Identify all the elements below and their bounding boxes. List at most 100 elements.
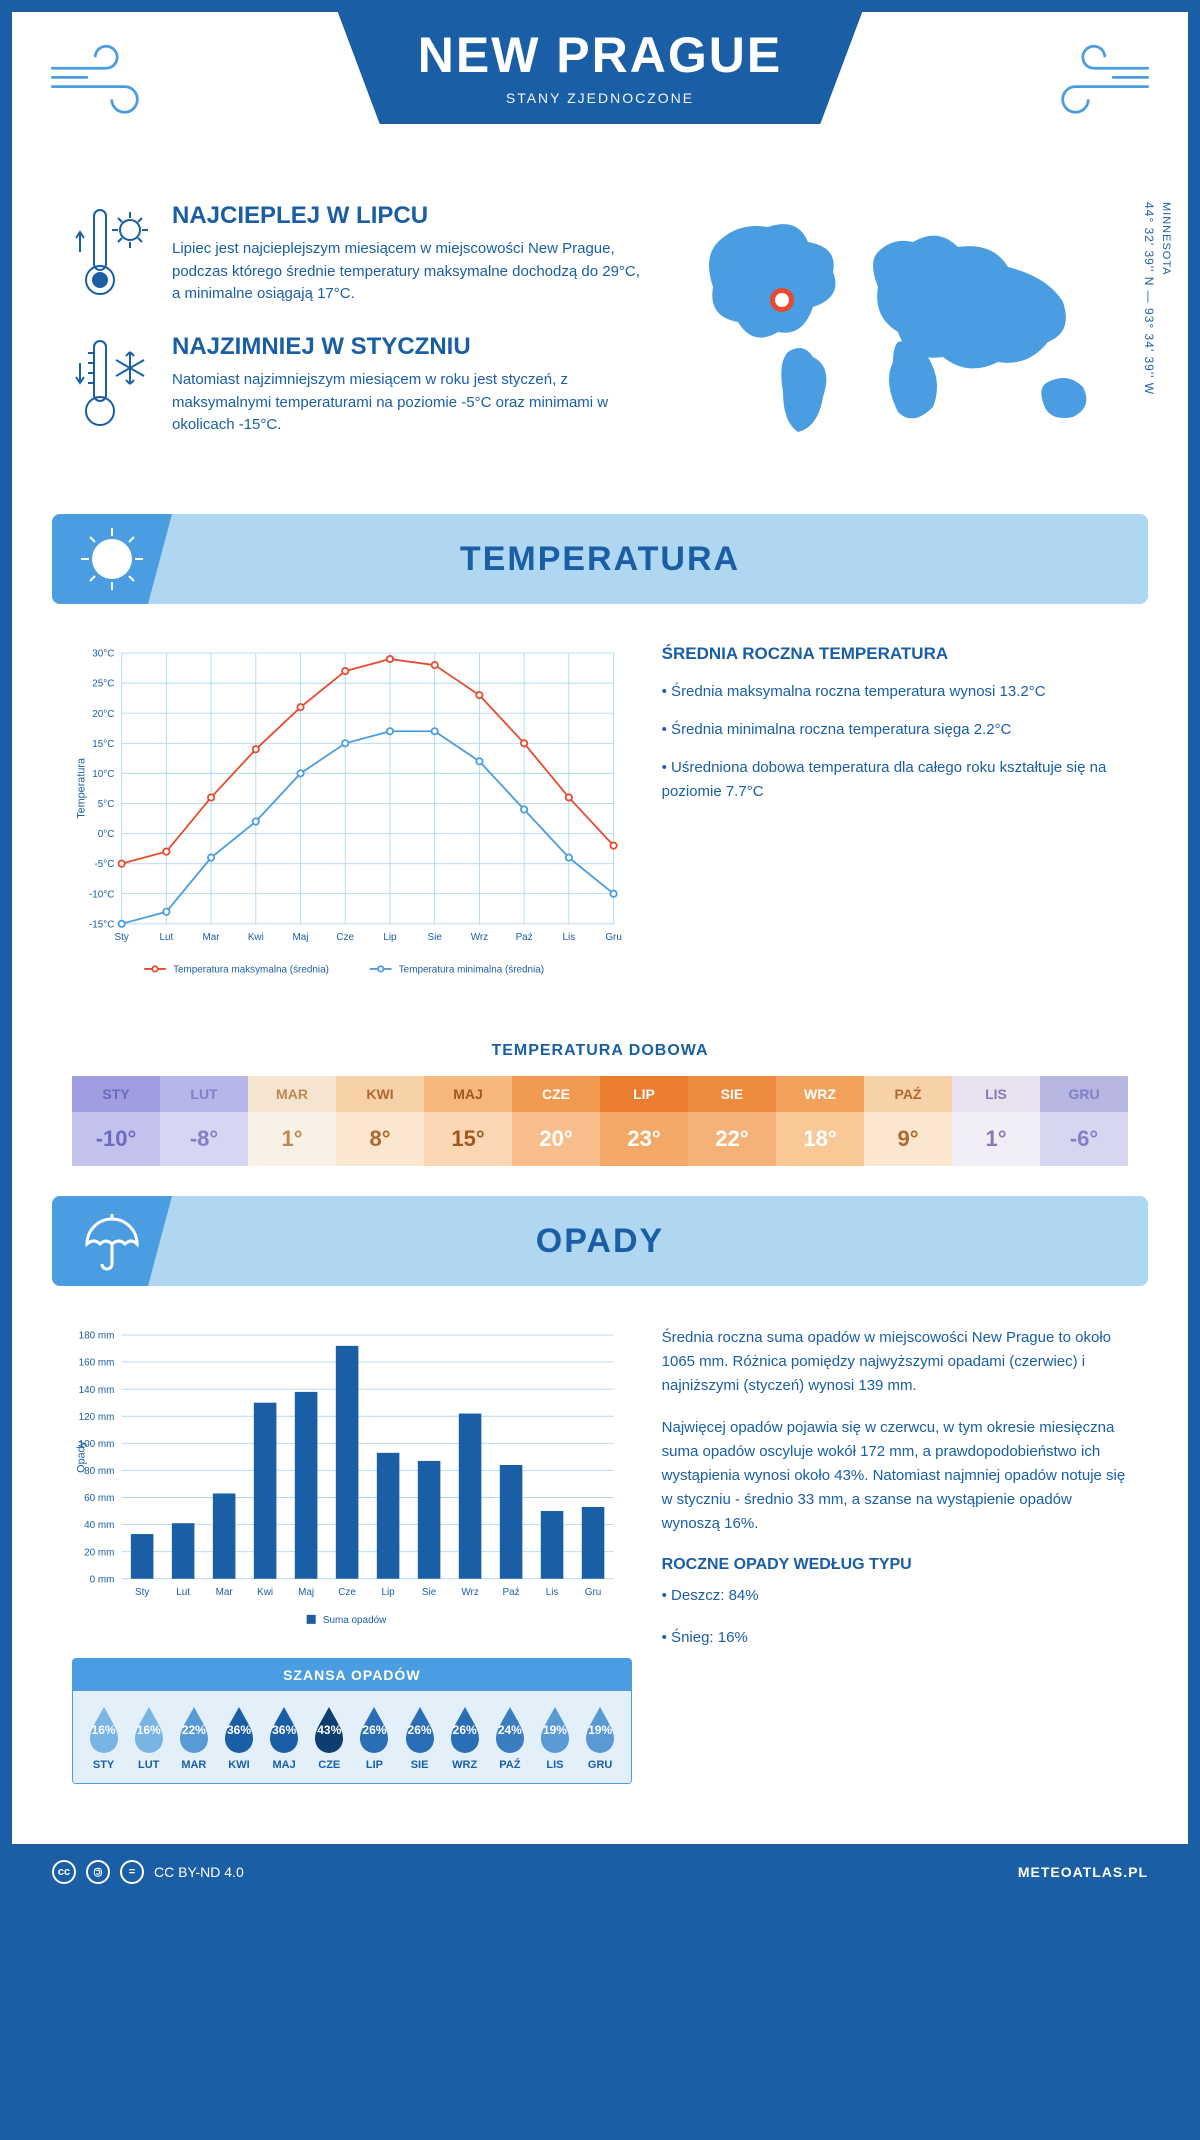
daily-month-label: LIP: [600, 1076, 688, 1112]
nd-icon: =: [120, 1860, 144, 1884]
chance-cell: 22% MAR: [171, 1703, 216, 1771]
coldest-title: NAJZIMNIEJ W STYCZNIU: [172, 333, 648, 361]
svg-text:120 mm: 120 mm: [79, 1412, 115, 1423]
svg-text:Mar: Mar: [203, 932, 221, 943]
daily-month-label: MAR: [248, 1076, 336, 1112]
svg-text:Kwi: Kwi: [248, 932, 264, 943]
by-icon: 🄯: [86, 1860, 110, 1884]
chance-title: SZANSA OPADÓW: [73, 1659, 631, 1691]
warmest-title: NAJCIEPLEJ W LIPCU: [172, 202, 648, 230]
raindrop-icon: 19%: [535, 1703, 575, 1753]
svg-text:Lis: Lis: [563, 932, 576, 943]
raindrop-icon: 36%: [219, 1703, 259, 1753]
chance-cell: 36%KWI: [216, 1703, 261, 1771]
chance-cell: 19%LIS: [532, 1703, 577, 1771]
daily-col: MAJ15°: [424, 1076, 512, 1166]
header: NEW PRAGUE STANY ZJEDNOCZONE: [12, 12, 1188, 192]
daily-temp-value: 8°: [336, 1112, 424, 1166]
svg-text:Sie: Sie: [422, 1587, 437, 1598]
precipitation-title: OPADY: [536, 1222, 664, 1261]
svg-text:Lip: Lip: [381, 1587, 395, 1598]
daily-temp-value: 20°: [512, 1112, 600, 1166]
svg-text:80 mm: 80 mm: [84, 1466, 114, 1477]
svg-text:Kwi: Kwi: [257, 1587, 273, 1598]
coldest-text: Natomiast najzimniejszym miesiącem w rok…: [172, 369, 648, 437]
raindrop-icon: 19%: [580, 1703, 620, 1753]
raindrop-icon: 22%: [174, 1703, 214, 1753]
chance-cell: 24%PAŹ: [487, 1703, 532, 1771]
temperature-title: TEMPERATURA: [460, 540, 740, 579]
header-banner: NEW PRAGUE STANY ZJEDNOCZONE: [338, 12, 862, 124]
chance-month-label: SIE: [397, 1759, 442, 1771]
location-marker-icon: [770, 288, 794, 312]
svg-text:25°C: 25°C: [92, 679, 114, 690]
svg-text:Maj: Maj: [298, 1587, 314, 1598]
chance-month-label: LIP: [352, 1759, 397, 1771]
chance-month-label: LUT: [126, 1759, 171, 1771]
state-label: MINNESOTA: [1160, 202, 1172, 276]
precip-rain: • Deszcz: 84%: [662, 1584, 1128, 1608]
daily-col: CZE20°: [512, 1076, 600, 1166]
svg-text:5°C: 5°C: [98, 799, 115, 810]
daily-col: STY-10°: [72, 1076, 160, 1166]
svg-text:Paź: Paź: [516, 932, 533, 943]
daily-month-label: LIS: [952, 1076, 1040, 1112]
precip-by-type-title: ROCZNE OPADY WEDŁUG TYPU: [662, 1556, 1128, 1574]
daily-month-label: MAJ: [424, 1076, 512, 1112]
cc-icon: cc: [52, 1860, 76, 1884]
license-text: CC BY-ND 4.0: [154, 1864, 244, 1880]
precipitation-chance-table: SZANSA OPADÓW 16%STY16%LUT22% MAR36%KWI36…: [72, 1658, 632, 1784]
svg-text:160 mm: 160 mm: [79, 1358, 115, 1369]
chance-cell: 43% CZE: [307, 1703, 352, 1771]
svg-text:-15°C: -15°C: [89, 919, 114, 930]
daily-month-label: SIE: [688, 1076, 776, 1112]
chance-month-label: MAR: [171, 1759, 216, 1771]
svg-text:Mar: Mar: [216, 1587, 234, 1598]
svg-text:Paź: Paź: [503, 1587, 520, 1598]
svg-text:Temperatura: Temperatura: [76, 757, 88, 819]
svg-text:Opady: Opady: [76, 1440, 88, 1472]
svg-text:Sty: Sty: [135, 1587, 149, 1598]
svg-text:Wrz: Wrz: [471, 932, 488, 943]
precipitation-banner: OPADY: [52, 1196, 1148, 1286]
precipitation-chart: 0 mm20 mm40 mm60 mm80 mm100 mm120 mm140 …: [72, 1326, 632, 1638]
chance-month-label: STY: [81, 1759, 126, 1771]
raindrop-icon: 43%: [309, 1703, 349, 1753]
daily-temp-value: 9°: [864, 1112, 952, 1166]
chance-cell: 16%LUT: [126, 1703, 171, 1771]
annual-temp-p3: • Uśredniona dobowa temperatura dla całe…: [662, 756, 1128, 804]
daily-month-label: GRU: [1040, 1076, 1128, 1112]
chance-month-label: GRU: [578, 1759, 623, 1771]
daily-col: GRU-6°: [1040, 1076, 1128, 1166]
temperature-banner: TEMPERATURA: [52, 514, 1148, 604]
svg-text:-5°C: -5°C: [94, 859, 114, 870]
svg-text:Gru: Gru: [585, 1587, 602, 1598]
warmest-text: Lipiec jest najcieplejszym miesiącem w m…: [172, 238, 648, 306]
daily-month-label: CZE: [512, 1076, 600, 1112]
coldest-block: NAJZIMNIEJ W STYCZNIU Natomiast najzimni…: [72, 333, 648, 438]
daily-temp-value: 1°: [248, 1112, 336, 1166]
svg-text:Sty: Sty: [114, 932, 128, 943]
chance-month-label: CZE: [307, 1759, 352, 1771]
annual-temp-title: ŚREDNIA ROCZNA TEMPERATURA: [662, 644, 1128, 664]
intro-section: NAJCIEPLEJ W LIPCU Lipiec jest najcieple…: [12, 192, 1188, 494]
wind-icon: [42, 42, 152, 122]
chance-cell: 19% GRU: [578, 1703, 623, 1771]
daily-col: MAR1°: [248, 1076, 336, 1166]
temperature-chart: -15°C-10°C-5°C0°C5°C10°C15°C20°C25°C30°C…: [72, 644, 632, 992]
svg-text:Lut: Lut: [159, 932, 173, 943]
svg-text:Lip: Lip: [383, 932, 397, 943]
svg-text:Wrz: Wrz: [461, 1587, 478, 1598]
svg-text:20 mm: 20 mm: [84, 1547, 114, 1558]
precip-p1: Średnia roczna suma opadów w miejscowośc…: [662, 1326, 1128, 1398]
svg-text:Gru: Gru: [605, 932, 622, 943]
page-title: NEW PRAGUE: [418, 26, 782, 84]
daily-month-label: PAŹ: [864, 1076, 952, 1112]
svg-text:0 mm: 0 mm: [90, 1574, 115, 1585]
svg-text:Temperatura minimalna (średnia: Temperatura minimalna (średnia): [399, 965, 544, 976]
temperature-summary: ŚREDNIA ROCZNA TEMPERATURA • Średnia mak…: [662, 644, 1128, 992]
chance-cell: 16%STY: [81, 1703, 126, 1771]
annual-temp-p1: • Średnia maksymalna roczna temperatura …: [662, 680, 1128, 704]
umbrella-icon: [52, 1196, 172, 1286]
daily-temp-value: 18°: [776, 1112, 864, 1166]
